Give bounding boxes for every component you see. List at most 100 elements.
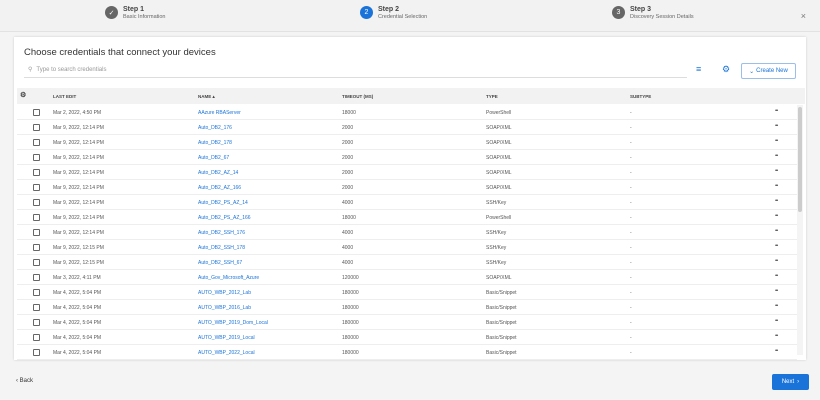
- more-options-icon[interactable]: •••: [775, 198, 778, 204]
- name-link[interactable]: Auto_DB2_AZ_166: [198, 185, 242, 191]
- row-checkbox[interactable]: [33, 139, 40, 146]
- more-options-icon[interactable]: •••: [775, 123, 778, 129]
- scrollbar[interactable]: [797, 105, 803, 355]
- name-link[interactable]: Auto_DB2_SSH_176: [198, 230, 245, 236]
- more-options-icon[interactable]: •••: [775, 153, 778, 159]
- name-link[interactable]: Auto_DB2_AZ_14: [198, 170, 239, 176]
- last-edit-cell: Mar 4, 2022, 5:04 PM: [53, 305, 102, 311]
- table-row[interactable]: Mar 9, 2022, 12:14 PM Auto_DB2_SSH_176 4…: [17, 225, 797, 240]
- name-link[interactable]: Auto_DB2_SSH_67: [198, 260, 243, 266]
- more-options-icon[interactable]: •••: [775, 183, 778, 189]
- name-link[interactable]: AUTO_WBP_2012_Lab: [198, 290, 251, 296]
- subtype-cell: -: [630, 215, 632, 221]
- timeout-cell: 180000: [342, 335, 359, 341]
- row-checkbox[interactable]: [33, 169, 40, 176]
- scrollbar-thumb[interactable]: [798, 107, 802, 212]
- more-options-icon[interactable]: •••: [775, 168, 778, 174]
- table-row[interactable]: Mar 3, 2022, 4:11 PM Auto_Gov_Microsoft_…: [17, 270, 797, 285]
- search-input[interactable]: ⚲ Type to search credentials: [24, 62, 687, 78]
- row-checkbox[interactable]: [33, 274, 40, 281]
- list-view-icon[interactable]: ≡: [696, 64, 702, 74]
- row-checkbox[interactable]: [33, 349, 40, 356]
- name-link[interactable]: AUTO_WBP_2016_Lab: [198, 305, 251, 311]
- last-edit-cell: Mar 9, 2022, 12:14 PM: [53, 230, 104, 236]
- name-link[interactable]: Auto_DB2_178: [198, 140, 232, 146]
- column-type[interactable]: TYPE: [486, 94, 498, 99]
- timeout-cell: 2000: [342, 125, 354, 131]
- name-link[interactable]: AUTO_WBP_2019_Local: [198, 335, 255, 341]
- type-cell: SOAP/XML: [486, 275, 512, 281]
- row-checkbox[interactable]: [33, 199, 40, 206]
- subtype-cell: -: [630, 245, 632, 251]
- row-checkbox[interactable]: [33, 184, 40, 191]
- column-subtype[interactable]: SUBTYPE: [630, 94, 652, 99]
- row-checkbox[interactable]: [33, 154, 40, 161]
- gear-icon[interactable]: ⚙: [722, 64, 731, 74]
- more-options-icon[interactable]: •••: [775, 108, 778, 114]
- row-checkbox[interactable]: [33, 109, 40, 116]
- table-row[interactable]: Mar 4, 2022, 5:04 PM AUTO_WBP_2012_Lab 1…: [17, 285, 797, 300]
- table-row[interactable]: Mar 2, 2022, 4:50 PM AAzure RBAServer 18…: [17, 105, 797, 120]
- create-new-button[interactable]: ⌄ Create New: [741, 63, 796, 79]
- table-row[interactable]: Mar 4, 2022, 5:04 PM AUTO_WBP_2022_Local…: [17, 345, 797, 360]
- name-link[interactable]: AUTO_WBP_2019_Dom_Local: [198, 320, 268, 326]
- column-timeout[interactable]: TIMEOUT (MS): [342, 94, 374, 99]
- row-checkbox[interactable]: [33, 289, 40, 296]
- column-settings-icon[interactable]: ⚙: [20, 92, 27, 99]
- name-link[interactable]: Auto_DB2_SSH_178: [198, 245, 245, 251]
- subtype-cell: -: [630, 290, 632, 296]
- more-options-icon[interactable]: •••: [775, 303, 778, 309]
- more-options-icon[interactable]: •••: [775, 243, 778, 249]
- more-options-icon[interactable]: •••: [775, 318, 778, 324]
- row-checkbox[interactable]: [33, 214, 40, 221]
- more-options-icon[interactable]: •••: [775, 213, 778, 219]
- timeout-cell: 4000: [342, 200, 354, 206]
- row-checkbox[interactable]: [33, 229, 40, 236]
- row-checkbox[interactable]: [33, 319, 40, 326]
- column-name[interactable]: NAME ▴: [198, 94, 215, 99]
- table-row[interactable]: Mar 4, 2022, 5:04 PM AUTO_WBP_2019_Local…: [17, 330, 797, 345]
- table-row[interactable]: Mar 9, 2022, 12:14 PM Auto_DB2_AZ_14 200…: [17, 165, 797, 180]
- row-checkbox[interactable]: [33, 124, 40, 131]
- name-link[interactable]: Auto_DB2_67: [198, 155, 230, 161]
- table-row[interactable]: Mar 4, 2022, 5:04 PM AUTO_WBP_2019_Dom_L…: [17, 315, 797, 330]
- timeout-cell: 4000: [342, 260, 354, 266]
- close-icon[interactable]: ×: [800, 11, 806, 21]
- timeout-cell: 18000: [342, 215, 356, 221]
- more-options-icon[interactable]: •••: [775, 333, 778, 339]
- name-link[interactable]: AUTO_WBP_2022_Local: [198, 350, 255, 356]
- type-cell: PowerShell: [486, 215, 512, 221]
- name-link[interactable]: Auto_DB2_PS_AZ_14: [198, 200, 248, 206]
- name-link[interactable]: AAzure RBAServer: [198, 110, 241, 116]
- next-button[interactable]: Next ›: [772, 374, 809, 390]
- more-options-icon[interactable]: •••: [775, 273, 778, 279]
- table-row[interactable]: Mar 9, 2022, 12:14 PM Auto_DB2_176 2000 …: [17, 120, 797, 135]
- more-options-icon[interactable]: •••: [775, 348, 778, 354]
- row-checkbox[interactable]: [33, 334, 40, 341]
- table-row[interactable]: Mar 9, 2022, 12:14 PM Auto_DB2_178 2000 …: [17, 135, 797, 150]
- table-row[interactable]: Mar 9, 2022, 12:15 PM Auto_DB2_SSH_178 4…: [17, 240, 797, 255]
- back-button[interactable]: ‹ Back: [16, 378, 33, 384]
- more-options-icon[interactable]: •••: [775, 228, 778, 234]
- more-options-icon[interactable]: •••: [775, 288, 778, 294]
- more-options-icon[interactable]: •••: [775, 138, 778, 144]
- row-checkbox[interactable]: [33, 259, 40, 266]
- table-row[interactable]: Mar 9, 2022, 12:14 PM Auto_DB2_PS_AZ_14 …: [17, 195, 797, 210]
- name-link[interactable]: Auto_DB2_PS_AZ_166: [198, 215, 251, 221]
- table-row[interactable]: Mar 9, 2022, 12:15 PM Auto_DB2_SSH_67 40…: [17, 255, 797, 270]
- name-link[interactable]: Auto_Gov_Microsoft_Azure: [198, 275, 260, 281]
- more-options-icon[interactable]: •••: [775, 258, 778, 264]
- type-cell: SSH/Key: [486, 245, 507, 251]
- subtype-cell: -: [630, 125, 632, 131]
- name-link[interactable]: Auto_DB2_176: [198, 125, 232, 131]
- wizard-steps: ✓ Step 1 Basic Information 2 Step 2 Creden…: [0, 0, 820, 32]
- row-checkbox[interactable]: [33, 304, 40, 311]
- table-row[interactable]: Mar 4, 2022, 5:04 PM AUTO_WBP_2016_Lab 1…: [17, 300, 797, 315]
- row-checkbox[interactable]: [33, 244, 40, 251]
- table-row[interactable]: Mar 9, 2022, 12:14 PM Auto_DB2_67 2000 S…: [17, 150, 797, 165]
- subtype-cell: -: [630, 305, 632, 311]
- column-last-edit[interactable]: LAST EDIT: [53, 94, 77, 99]
- back-label: Back: [19, 378, 34, 384]
- table-row[interactable]: Mar 9, 2022, 12:14 PM Auto_DB2_AZ_166 20…: [17, 180, 797, 195]
- table-row[interactable]: Mar 9, 2022, 12:14 PM Auto_DB2_PS_AZ_166…: [17, 210, 797, 225]
